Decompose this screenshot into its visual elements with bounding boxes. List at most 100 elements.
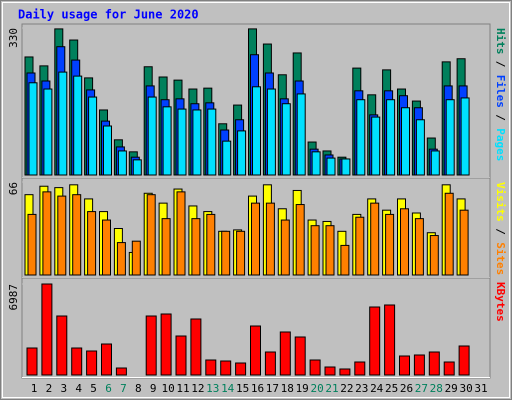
- bar: [86, 350, 98, 376]
- x-tick-label: 8: [135, 382, 142, 395]
- bar: [294, 336, 306, 376]
- x-tick-label: 17: [266, 382, 279, 395]
- bar: [369, 306, 381, 376]
- bar: [58, 71, 68, 176]
- bar: [252, 86, 261, 176]
- bar: [339, 368, 351, 376]
- bar: [413, 354, 425, 376]
- bar: [371, 116, 381, 176]
- bar: [177, 108, 187, 176]
- bar: [146, 194, 156, 276]
- bar: [236, 230, 246, 276]
- bar: [279, 331, 291, 376]
- bar: [251, 202, 260, 276]
- x-tick-label: 16: [251, 382, 264, 395]
- x-tick-label: 11: [176, 382, 189, 395]
- bar: [295, 204, 305, 276]
- bar: [459, 209, 469, 276]
- bar: [101, 343, 112, 376]
- bar: [356, 99, 366, 176]
- x-tick-label: 12: [191, 382, 204, 395]
- x-tick-label: 2: [46, 382, 53, 395]
- bar: [205, 359, 217, 376]
- bar: [309, 359, 321, 376]
- bar: [250, 325, 261, 376]
- bar: [281, 103, 291, 176]
- x-tick-label: 30: [459, 382, 472, 395]
- bar: [117, 150, 127, 176]
- bar: [175, 335, 187, 376]
- bar: [147, 96, 157, 176]
- bar: [401, 107, 410, 176]
- bar: [370, 202, 380, 276]
- bar: [311, 151, 321, 176]
- x-tick-label: 15: [236, 382, 249, 395]
- bar: [115, 367, 127, 376]
- legend-separator: /: [494, 114, 507, 121]
- bar: [190, 318, 202, 376]
- bar: [414, 218, 424, 276]
- legend: Visits / Sites: [494, 182, 507, 275]
- bar: [145, 315, 157, 376]
- x-tick-label: 22: [340, 382, 353, 395]
- bar: [207, 108, 217, 176]
- bar: [443, 361, 455, 376]
- bar: [161, 218, 171, 276]
- bar: [43, 88, 53, 176]
- bar: [415, 119, 425, 176]
- legend: Hits / Files / Pages: [494, 28, 507, 161]
- bar: [341, 158, 351, 176]
- bar: [445, 99, 455, 176]
- x-tick-label: 29: [445, 382, 458, 395]
- bar: [237, 130, 247, 176]
- x-tick-label: 25: [385, 382, 398, 395]
- y-tick-label: 6987: [7, 284, 20, 311]
- bar: [428, 351, 440, 376]
- bar: [325, 225, 335, 276]
- bar: [72, 194, 82, 276]
- x-tick-label: 27: [415, 382, 428, 395]
- bar: [326, 157, 336, 176]
- bar: [132, 159, 142, 176]
- bar: [444, 192, 454, 276]
- bar: [384, 304, 396, 376]
- x-tick-label: 19: [296, 382, 309, 395]
- x-tick-label: 18: [281, 382, 294, 395]
- x-tick-label: 1: [31, 382, 38, 395]
- bar: [354, 361, 366, 376]
- chart-title: Daily usage for June 2020: [18, 8, 199, 22]
- bar: [192, 109, 202, 176]
- bar: [400, 208, 409, 276]
- y-tick-label: 330: [7, 28, 20, 48]
- bar: [131, 240, 141, 276]
- bar: [26, 347, 38, 376]
- bar: [41, 283, 53, 376]
- bar: [88, 96, 98, 176]
- legend-entry: Visits: [494, 182, 507, 222]
- x-tick-label: 21: [325, 382, 338, 395]
- bar: [310, 225, 320, 276]
- bar: [264, 351, 276, 376]
- bar: [385, 213, 395, 276]
- bar: [73, 75, 83, 176]
- bar: [265, 202, 275, 276]
- legend-separator: /: [494, 61, 507, 68]
- x-tick-label: 9: [150, 382, 157, 395]
- bar: [429, 235, 439, 276]
- x-tick-label: 3: [60, 382, 67, 395]
- x-tick-label: 23: [355, 382, 368, 395]
- bar: [222, 140, 232, 176]
- bar: [458, 345, 470, 376]
- legend-entry: Sites: [494, 242, 507, 275]
- bar: [386, 99, 396, 176]
- x-tick-label: 24: [370, 382, 384, 395]
- x-tick-label: 26: [400, 382, 413, 395]
- x-tick-label: 31: [474, 382, 487, 395]
- bar: [280, 219, 290, 276]
- bar: [191, 218, 201, 276]
- bar: [324, 366, 336, 376]
- x-tick-label: 7: [120, 382, 127, 395]
- bar: [42, 191, 52, 276]
- bar: [460, 97, 470, 176]
